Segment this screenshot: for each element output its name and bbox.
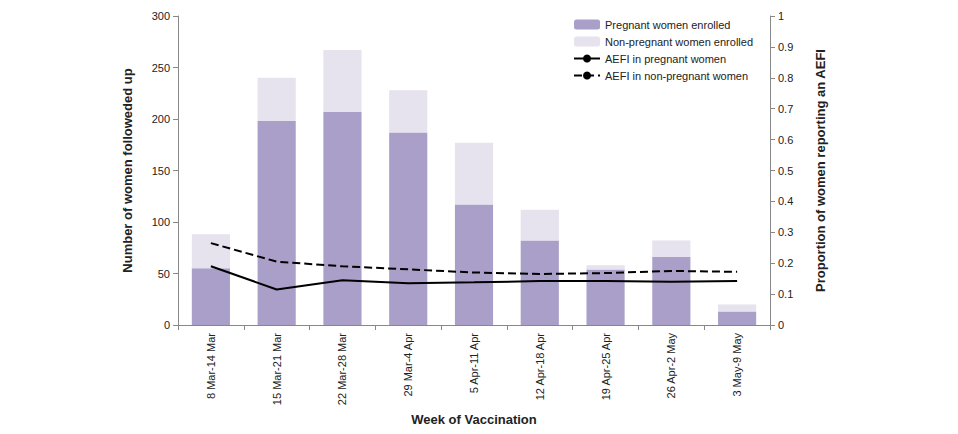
svg-text:Non-pregnant women enrolled: Non-pregnant women enrolled [605, 36, 753, 48]
svg-text:Number of women followeded up: Number of women followeded up [120, 68, 135, 272]
svg-text:150: 150 [152, 165, 170, 177]
svg-text:0.9: 0.9 [778, 41, 793, 53]
svg-text:0.2: 0.2 [778, 257, 793, 269]
svg-text:5 Apr-11 Apr: 5 Apr-11 Apr [468, 333, 480, 394]
svg-text:8 Mar-14 Mar: 8 Mar-14 Mar [205, 333, 217, 399]
svg-text:0.5: 0.5 [778, 165, 793, 177]
svg-text:0.8: 0.8 [778, 72, 793, 84]
svg-text:0.4: 0.4 [778, 195, 793, 207]
svg-text:29 Mar-4 Apr: 29 Mar-4 Apr [402, 333, 414, 397]
svg-text:100: 100 [152, 216, 170, 228]
svg-text:250: 250 [152, 62, 170, 74]
svg-text:AEFI in non-pregnant women: AEFI in non-pregnant women [605, 70, 748, 82]
svg-text:200: 200 [152, 113, 170, 125]
svg-text:0.1: 0.1 [778, 288, 793, 300]
svg-text:300: 300 [152, 10, 170, 22]
svg-text:0: 0 [778, 319, 784, 331]
svg-text:0.7: 0.7 [778, 103, 793, 115]
svg-text:Pregnant women enrolled: Pregnant women enrolled [605, 19, 730, 31]
svg-text:AEFI in pregnant women: AEFI in pregnant women [605, 53, 726, 65]
svg-text:22 Mar-28 Mar: 22 Mar-28 Mar [336, 333, 348, 405]
svg-text:3 May-9 May: 3 May-9 May [731, 333, 743, 397]
svg-text:Week of Vaccination: Week of Vaccination [411, 412, 537, 427]
svg-text:15 Mar-21 Mar: 15 Mar-21 Mar [271, 333, 283, 405]
svg-text:0.3: 0.3 [778, 226, 793, 238]
svg-text:50: 50 [158, 268, 170, 280]
svg-text:0.6: 0.6 [778, 134, 793, 146]
svg-text:Proportion of women reporting: Proportion of women reporting an AEFI [813, 49, 828, 292]
svg-text:19 Apr-25 Apr: 19 Apr-25 Apr [600, 333, 612, 401]
svg-text:0: 0 [164, 319, 170, 331]
svg-text:1: 1 [778, 10, 784, 22]
svg-text:26 Apr-2 May: 26 Apr-2 May [665, 333, 677, 399]
svg-text:12 Apr-18 Apr: 12 Apr-18 Apr [534, 333, 546, 401]
